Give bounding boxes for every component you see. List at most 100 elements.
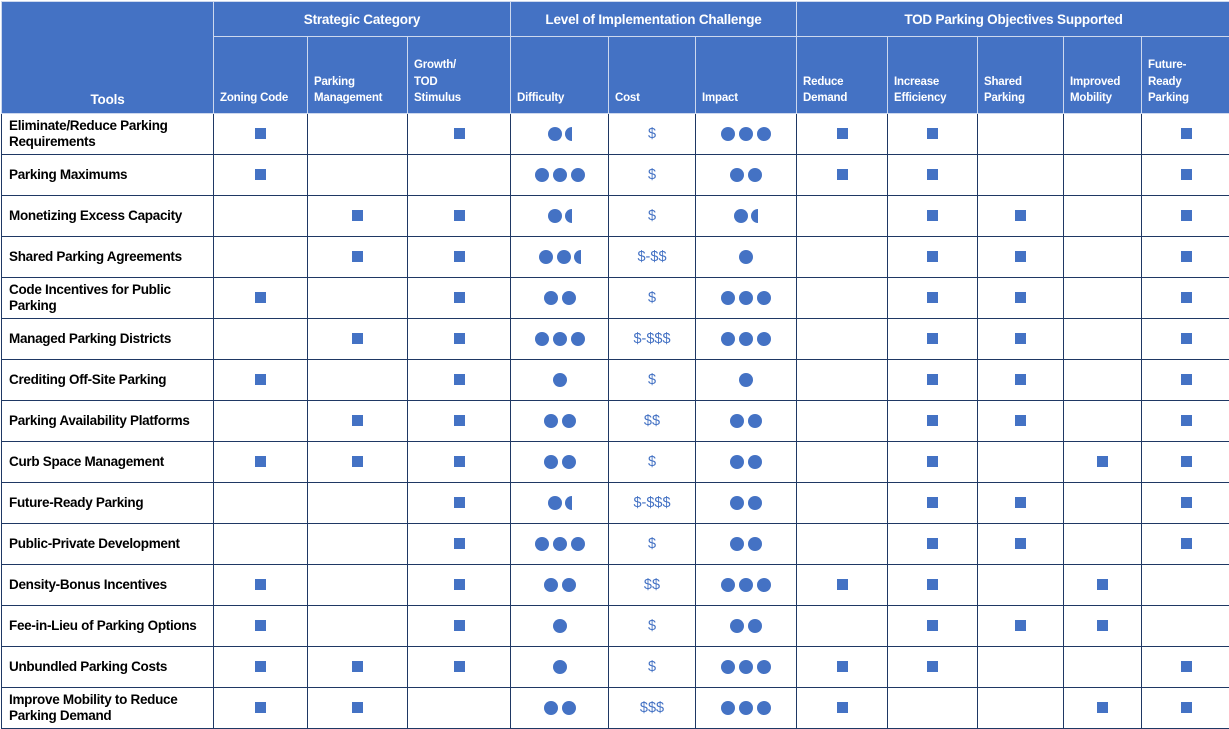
cell-increase-efficiency bbox=[888, 524, 978, 565]
cell-growth-tod-stimulus bbox=[408, 401, 511, 442]
cell-growth-tod-stimulus bbox=[408, 155, 511, 196]
cell-zoning-code bbox=[214, 647, 308, 688]
cost-value: $ bbox=[648, 167, 656, 183]
cell-improved-mobility bbox=[1064, 606, 1142, 647]
cell-future-ready-parking bbox=[1142, 524, 1229, 565]
cell-cost: $$$ bbox=[609, 688, 696, 729]
filled-square-icon bbox=[1181, 661, 1192, 672]
cell-parking-management bbox=[308, 688, 408, 729]
cell-improved-mobility bbox=[1064, 360, 1142, 401]
cell-zoning-code bbox=[214, 606, 308, 647]
cell-reduce-demand bbox=[797, 606, 888, 647]
cell-zoning-code bbox=[214, 442, 308, 483]
cell-impact-rating bbox=[696, 237, 797, 278]
cell-increase-efficiency bbox=[888, 278, 978, 319]
filled-circle-icon bbox=[757, 578, 771, 592]
table-row: Future-Ready Parking$-$$$ bbox=[2, 483, 1229, 524]
column-header-improved-mobility: Improved Mobility bbox=[1064, 37, 1142, 114]
cell-growth-tod-stimulus bbox=[408, 278, 511, 319]
cell-zoning-code bbox=[214, 483, 308, 524]
cell-future-ready-parking bbox=[1142, 442, 1229, 483]
cell-reduce-demand bbox=[797, 483, 888, 524]
cell-reduce-demand bbox=[797, 565, 888, 606]
cell-impact-rating bbox=[696, 688, 797, 729]
column-header-shared-parking: Shared Parking bbox=[978, 37, 1064, 114]
cell-impact-rating bbox=[696, 524, 797, 565]
filled-square-icon bbox=[1181, 374, 1192, 385]
filled-circle-icon bbox=[721, 701, 735, 715]
cell-parking-management bbox=[308, 237, 408, 278]
cell-parking-management bbox=[308, 606, 408, 647]
cell-increase-efficiency bbox=[888, 401, 978, 442]
filled-square-icon bbox=[927, 620, 938, 631]
cell-cost: $ bbox=[609, 155, 696, 196]
filled-square-icon bbox=[1181, 292, 1192, 303]
filled-circle-icon bbox=[748, 537, 762, 551]
filled-square-icon bbox=[1181, 456, 1192, 467]
tool-name: Curb Space Management bbox=[2, 442, 214, 483]
filled-circle-icon bbox=[748, 168, 762, 182]
filled-square-icon bbox=[454, 292, 465, 303]
table-row: Crediting Off-Site Parking$ bbox=[2, 360, 1229, 401]
cell-difficulty-rating bbox=[511, 278, 609, 319]
filled-square-icon bbox=[927, 538, 938, 549]
cell-increase-efficiency bbox=[888, 360, 978, 401]
cell-future-ready-parking bbox=[1142, 401, 1229, 442]
filled-square-icon bbox=[454, 374, 465, 385]
filled-square-icon bbox=[837, 579, 848, 590]
filled-circle-icon bbox=[739, 660, 753, 674]
group-header-implementation-challenge: Level of Implementation Challenge bbox=[511, 2, 797, 37]
filled-square-icon bbox=[837, 702, 848, 713]
filled-circle-icon bbox=[721, 127, 735, 141]
filled-square-icon bbox=[1015, 538, 1026, 549]
table-row: Density-Bonus Incentives$$ bbox=[2, 565, 1229, 606]
group-header-row: Tools Strategic Category Level of Implem… bbox=[2, 2, 1229, 37]
cell-increase-efficiency bbox=[888, 196, 978, 237]
filled-square-icon bbox=[927, 128, 938, 139]
cell-zoning-code bbox=[214, 319, 308, 360]
filled-square-icon bbox=[255, 292, 266, 303]
filled-square-icon bbox=[927, 497, 938, 508]
filled-circle-icon bbox=[562, 455, 576, 469]
cost-value: $-$$$ bbox=[633, 331, 670, 347]
filled-circle-icon bbox=[553, 660, 567, 674]
filled-circle-icon bbox=[548, 127, 562, 141]
filled-circle-icon bbox=[721, 578, 735, 592]
filled-square-icon bbox=[1181, 128, 1192, 139]
cost-value: $ bbox=[648, 372, 656, 388]
filled-circle-icon bbox=[535, 332, 549, 346]
filled-circle-icon bbox=[730, 168, 744, 182]
filled-square-icon bbox=[454, 251, 465, 262]
filled-square-icon bbox=[454, 333, 465, 344]
cell-growth-tod-stimulus bbox=[408, 483, 511, 524]
cell-reduce-demand bbox=[797, 647, 888, 688]
cell-reduce-demand bbox=[797, 401, 888, 442]
cell-reduce-demand bbox=[797, 442, 888, 483]
cell-zoning-code bbox=[214, 196, 308, 237]
filled-square-icon bbox=[255, 169, 266, 180]
cell-difficulty-rating bbox=[511, 319, 609, 360]
cell-zoning-code bbox=[214, 688, 308, 729]
cost-value: $ bbox=[648, 659, 656, 675]
cell-difficulty-rating bbox=[511, 401, 609, 442]
tool-name: Improve Mobility to Reduce Parking Deman… bbox=[2, 688, 214, 729]
cell-improved-mobility bbox=[1064, 155, 1142, 196]
cell-parking-management bbox=[308, 401, 408, 442]
filled-square-icon bbox=[927, 374, 938, 385]
cell-improved-mobility bbox=[1064, 647, 1142, 688]
cost-value: $ bbox=[648, 290, 656, 306]
left-half-filled-circle-icon bbox=[565, 209, 572, 223]
cell-parking-management bbox=[308, 647, 408, 688]
cell-increase-efficiency bbox=[888, 606, 978, 647]
cell-growth-tod-stimulus bbox=[408, 237, 511, 278]
cell-zoning-code bbox=[214, 237, 308, 278]
filled-square-icon bbox=[454, 579, 465, 590]
filled-square-icon bbox=[255, 128, 266, 139]
cell-parking-management bbox=[308, 319, 408, 360]
tool-name: Managed Parking Districts bbox=[2, 319, 214, 360]
table-body: Eliminate/Reduce Parking Requirements$Pa… bbox=[2, 114, 1229, 729]
cost-value: $ bbox=[648, 618, 656, 634]
cell-increase-efficiency bbox=[888, 647, 978, 688]
filled-square-icon bbox=[1015, 251, 1026, 262]
cell-parking-management bbox=[308, 483, 408, 524]
